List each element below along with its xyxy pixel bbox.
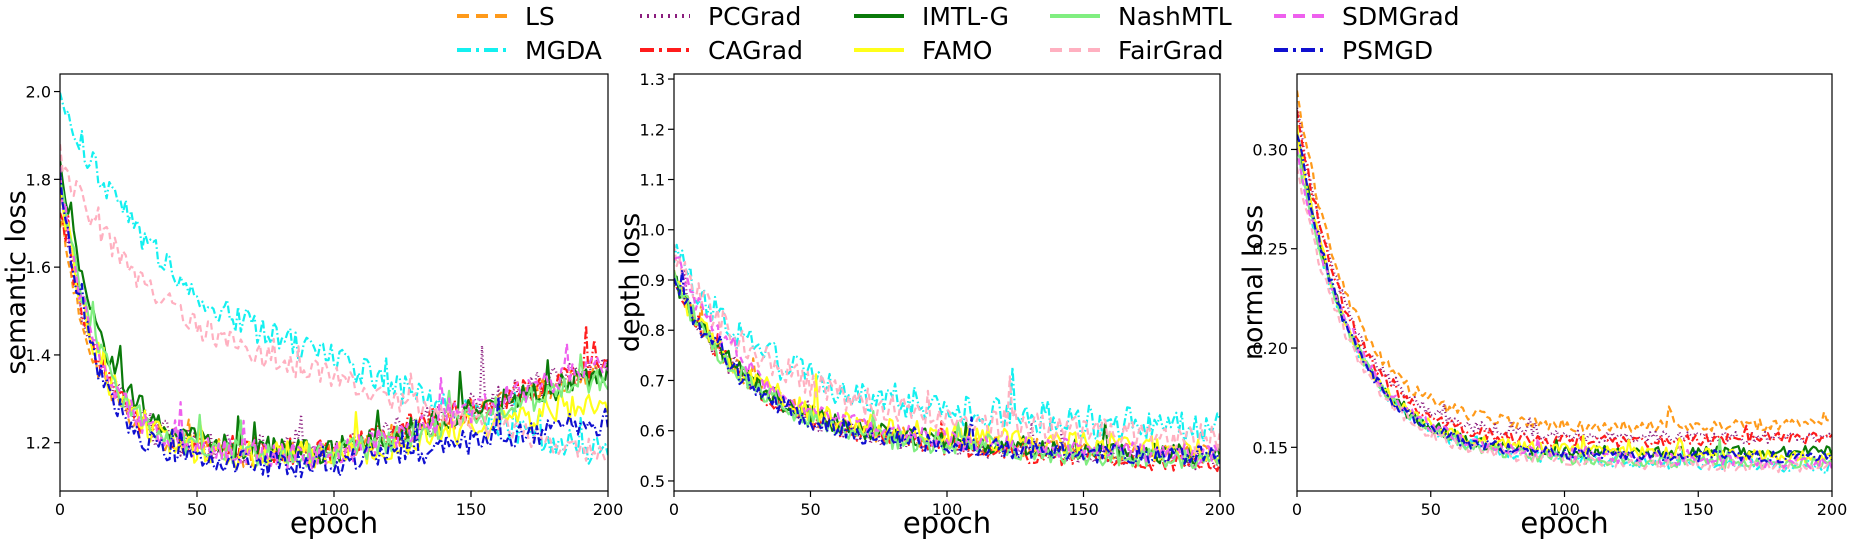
series-line-ls xyxy=(1297,90,1832,433)
x-tick-label: 200 xyxy=(1205,500,1236,519)
y-tick-label: 1.0 xyxy=(640,221,665,240)
y-tick-label: 1.1 xyxy=(640,171,665,190)
legend-swatch xyxy=(854,14,904,18)
y-tick-label: 0.9 xyxy=(640,271,665,290)
series-line-famo xyxy=(674,280,1220,462)
series-line-fairgrad xyxy=(1297,167,1832,474)
legend-label: CAGrad xyxy=(708,35,803,65)
x-tick-label: 150 xyxy=(1068,500,1099,519)
legend-label: FairGrad xyxy=(1118,35,1224,65)
y-tick-label: 0.7 xyxy=(640,371,665,390)
x-axis-label: epoch xyxy=(290,506,378,540)
legend-swatch xyxy=(457,48,507,52)
legend-label: SDMGrad xyxy=(1342,1,1460,31)
y-tick-label: 2.0 xyxy=(26,83,51,102)
legend-swatch xyxy=(1050,48,1100,52)
series-line-cagrad xyxy=(1297,110,1832,449)
y-tick-label: 0.15 xyxy=(1252,438,1288,457)
x-tick-label: 0 xyxy=(1292,500,1302,519)
y-tick-label: 1.3 xyxy=(640,70,665,89)
x-tick-label: 200 xyxy=(593,500,624,519)
legend-item-sdmgrad: SDMGrad xyxy=(1272,1,1460,31)
x-tick-label: 50 xyxy=(800,500,820,519)
x-tick-label: 100 xyxy=(319,500,350,519)
legend-item-pcgrad: PCGrad xyxy=(638,1,801,31)
x-tick-label: 50 xyxy=(187,500,207,519)
y-tick-label: 1.2 xyxy=(26,434,51,453)
y-tick-label: 0.6 xyxy=(640,422,665,441)
legend-swatch xyxy=(1050,14,1100,18)
chart-panel-2: 0 50 100 150 200 0.5 0.6 0.7 0.8 0.9 1.0 1.1 1.2 1.3 e… xyxy=(615,70,1235,540)
series-line-imtl-g xyxy=(1297,131,1832,459)
x-tick-label: 50 xyxy=(1421,500,1441,519)
series-line-nashmtl xyxy=(674,270,1220,470)
legend-item-cagrad: CAGrad xyxy=(638,35,803,65)
legend-label: FAMO xyxy=(922,35,993,65)
legend: LS MGDA PCGrad CAGrad IMTL-G FAMO NashMTL FairG… xyxy=(0,0,1849,65)
y-tick-label: 1.2 xyxy=(640,120,665,139)
series-line-nashmtl xyxy=(1297,150,1832,470)
legend-label: LS xyxy=(525,1,555,31)
series-line-sdmgrad xyxy=(60,166,608,470)
legend-swatch xyxy=(854,48,904,52)
y-tick-label: 0.8 xyxy=(640,321,665,340)
y-tick-label: 0.5 xyxy=(640,472,665,491)
y-tick-label: 0.20 xyxy=(1252,339,1288,358)
legend-label: MGDA xyxy=(525,35,602,65)
legend-item-mgda: MGDA xyxy=(455,35,602,65)
x-axis-label: epoch xyxy=(1520,506,1608,540)
plot-frame xyxy=(1296,73,1833,492)
x-tick-label: 100 xyxy=(1549,500,1580,519)
legend-label: IMTL-G xyxy=(922,1,1010,31)
series-line-pcgrad xyxy=(1297,107,1832,445)
legend-item-imtl-g: IMTL-G xyxy=(852,1,1009,31)
y-tick-label: 1.8 xyxy=(26,170,51,189)
legend-item-ls: LS xyxy=(455,1,555,31)
series-line-sdmgrad xyxy=(1297,147,1832,470)
legend-item-fairgrad: FairGrad xyxy=(1048,35,1223,65)
legend-label: PCGrad xyxy=(708,1,802,31)
series-line-psmgd xyxy=(674,268,1220,465)
legend-item-psmgd: PSMGD xyxy=(1272,35,1433,65)
x-tick-label: 150 xyxy=(456,500,487,519)
legend-label: PSMGD xyxy=(1342,35,1434,65)
legend-label: NashMTL xyxy=(1118,1,1232,31)
y-axis-label: semantic loss xyxy=(1,190,32,374)
y-axis-label: normal loss xyxy=(1238,205,1269,360)
series-line-fairgrad xyxy=(674,244,1220,454)
chart-panel-3: 0 50 100 150 200 0.15 0.20 0.25 0.30 epoch normal … xyxy=(1238,73,1848,540)
legend-swatch xyxy=(457,14,507,18)
y-tick-label: 1.4 xyxy=(26,346,51,365)
legend-item-nashmtl: NashMTL xyxy=(1048,1,1232,31)
series-line-psmgd xyxy=(60,172,608,479)
series-line-mgda xyxy=(1297,151,1832,475)
series-group xyxy=(674,243,1220,473)
legend-swatch xyxy=(1274,14,1324,18)
x-tick-label: 0 xyxy=(669,500,679,519)
series-group xyxy=(60,92,608,479)
series-line-famo xyxy=(1297,125,1832,464)
x-tick-label: 100 xyxy=(932,500,963,519)
series-line-psmgd xyxy=(1297,134,1832,464)
chart-panel-1: 0 50 100 150 200 1.2 1.4 1.6 1.8 2.0 epoch semantic… xyxy=(1,73,624,540)
series-line-mgda xyxy=(60,92,608,465)
legend-swatch xyxy=(640,14,690,18)
y-axis-label: depth loss xyxy=(615,213,646,352)
x-tick-label: 150 xyxy=(1683,500,1714,519)
y-tick-label: 0.25 xyxy=(1252,240,1288,259)
y-tick-label: 0.30 xyxy=(1252,140,1288,159)
series-group xyxy=(1297,90,1832,475)
legend-item-famo: FAMO xyxy=(852,35,992,65)
series-line-mgda xyxy=(674,243,1220,447)
series-line-fairgrad xyxy=(60,144,608,463)
x-axis-label: epoch xyxy=(903,506,991,540)
y-tick-label: 1.6 xyxy=(26,258,51,277)
x-tick-label: 200 xyxy=(1817,500,1848,519)
series-line-sdmgrad xyxy=(674,256,1220,466)
x-tick-label: 0 xyxy=(55,500,65,519)
legend-swatch xyxy=(640,48,690,52)
legend-swatch xyxy=(1274,48,1324,52)
